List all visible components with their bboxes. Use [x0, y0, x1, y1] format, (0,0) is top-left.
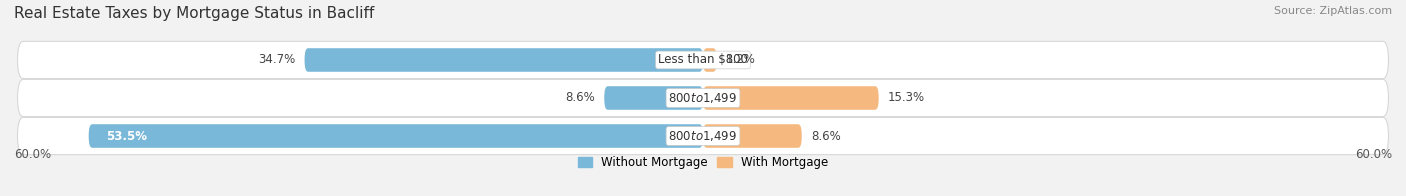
Text: $800 to $1,499: $800 to $1,499: [668, 129, 738, 143]
Text: 60.0%: 60.0%: [14, 148, 51, 161]
FancyBboxPatch shape: [17, 41, 1389, 79]
Text: 8.6%: 8.6%: [811, 130, 841, 142]
Text: 15.3%: 15.3%: [887, 92, 925, 104]
Text: 60.0%: 60.0%: [1355, 148, 1392, 161]
FancyBboxPatch shape: [17, 79, 1389, 117]
Text: $800 to $1,499: $800 to $1,499: [668, 91, 738, 105]
Text: 53.5%: 53.5%: [105, 130, 146, 142]
FancyBboxPatch shape: [703, 48, 717, 72]
Text: Real Estate Taxes by Mortgage Status in Bacliff: Real Estate Taxes by Mortgage Status in …: [14, 6, 374, 21]
Text: Less than $800: Less than $800: [658, 54, 748, 66]
FancyBboxPatch shape: [703, 124, 801, 148]
Text: 34.7%: 34.7%: [259, 54, 295, 66]
Text: 8.6%: 8.6%: [565, 92, 595, 104]
FancyBboxPatch shape: [17, 117, 1389, 155]
FancyBboxPatch shape: [605, 86, 703, 110]
Legend: Without Mortgage, With Mortgage: Without Mortgage, With Mortgage: [574, 151, 832, 174]
Text: 1.2%: 1.2%: [725, 54, 756, 66]
FancyBboxPatch shape: [89, 124, 703, 148]
FancyBboxPatch shape: [305, 48, 703, 72]
FancyBboxPatch shape: [703, 86, 879, 110]
Text: Source: ZipAtlas.com: Source: ZipAtlas.com: [1274, 6, 1392, 16]
